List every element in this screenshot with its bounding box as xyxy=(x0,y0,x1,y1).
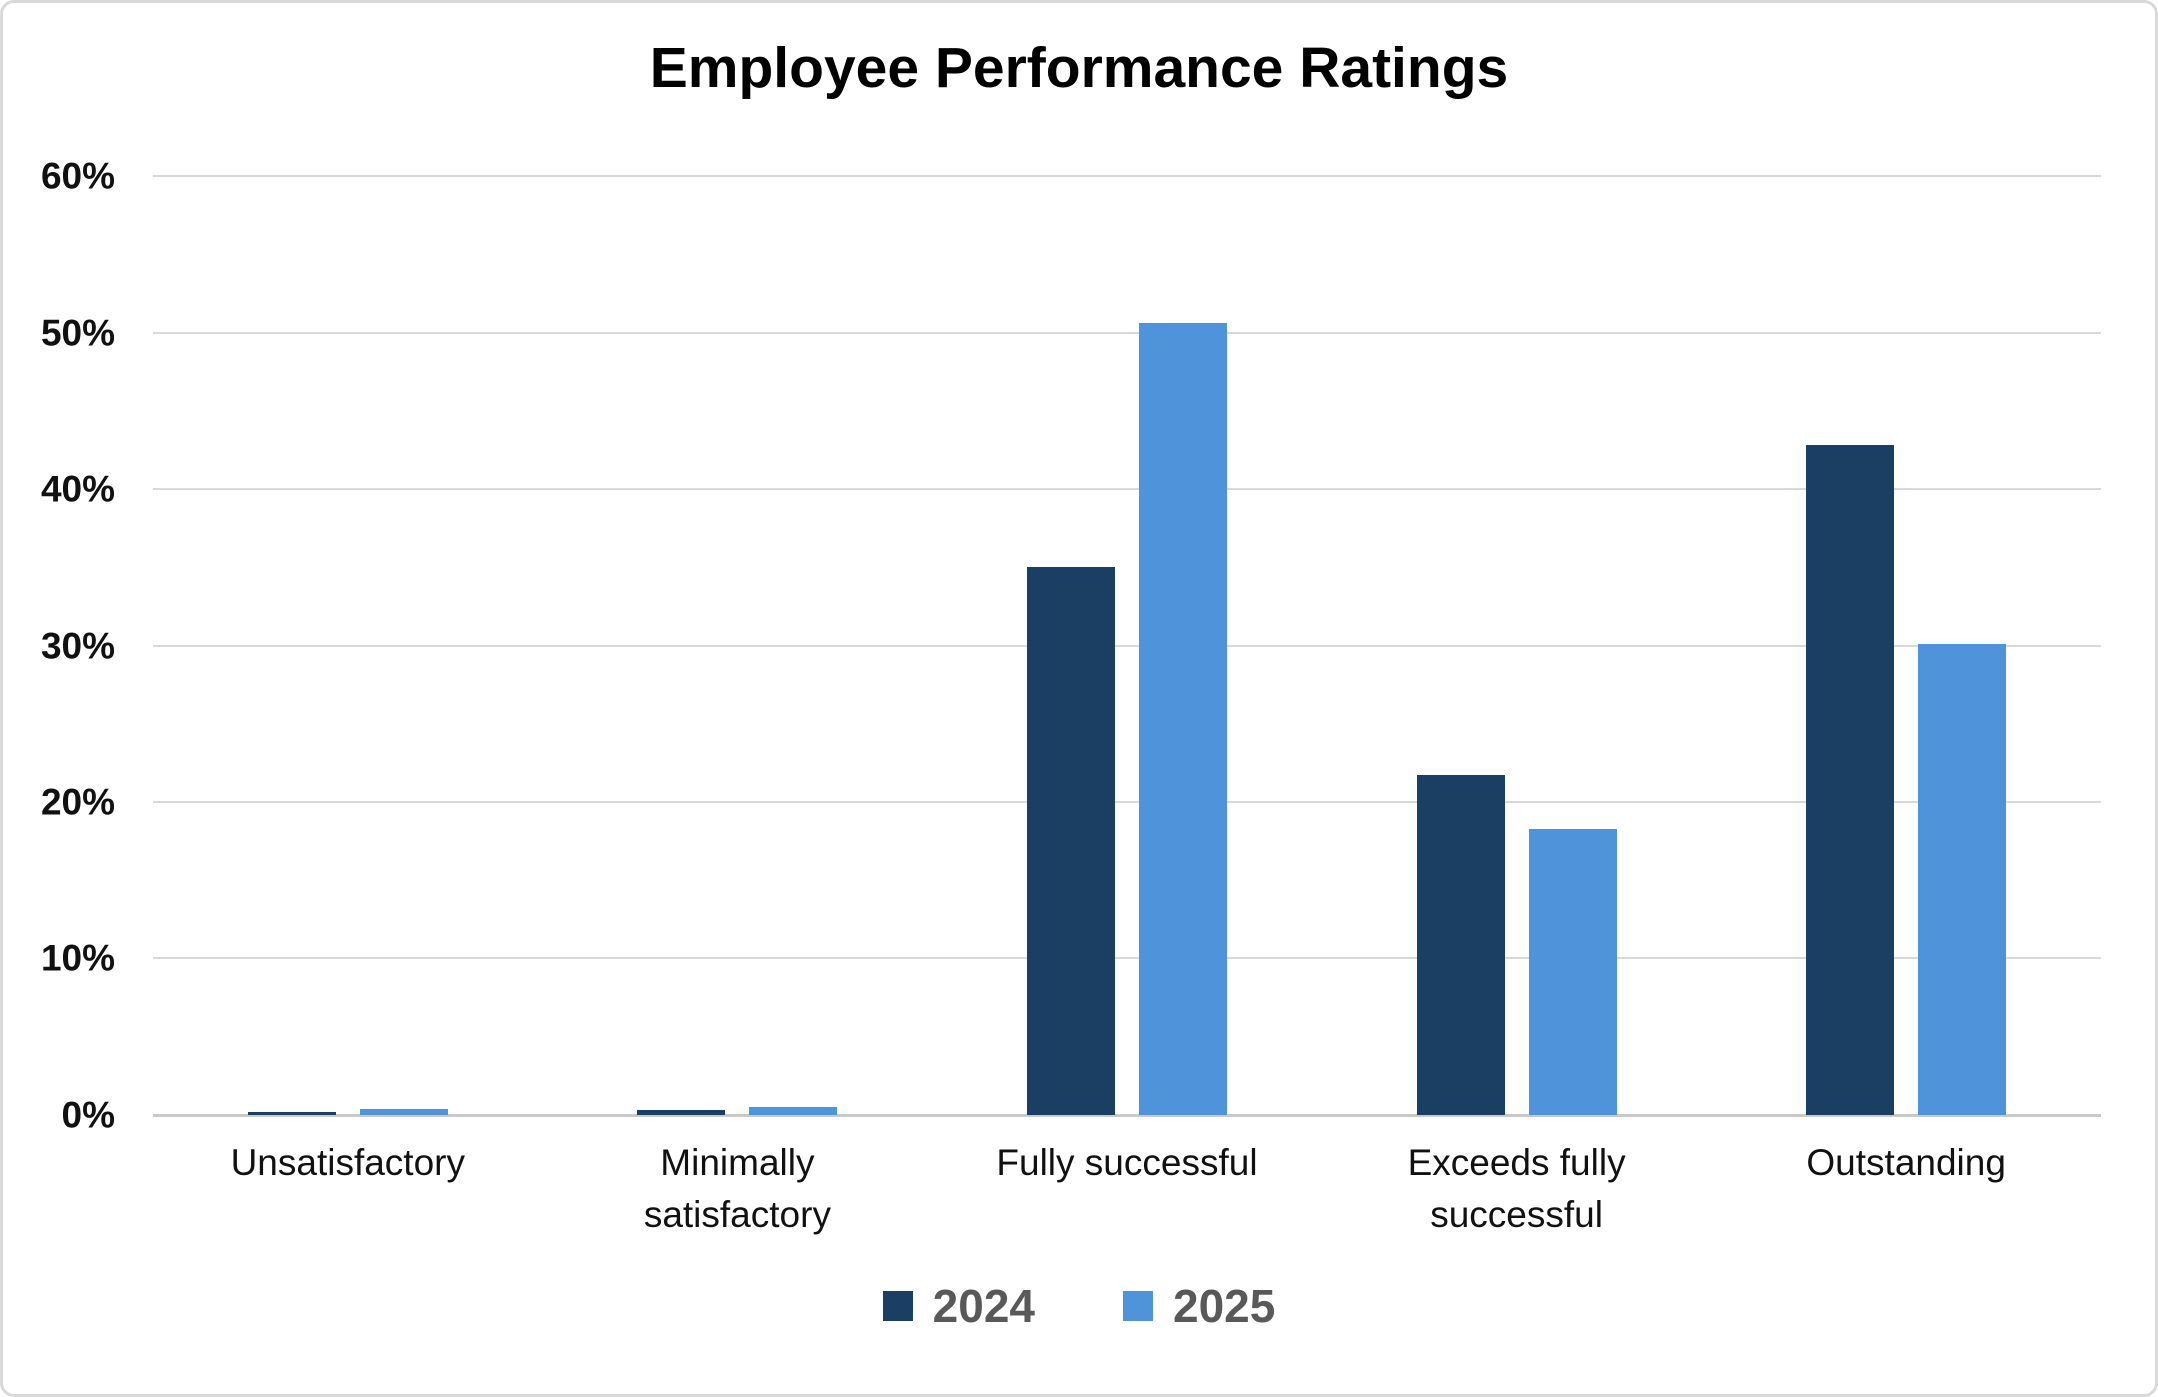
legend-label-2025: 2025 xyxy=(1173,1280,1276,1332)
y-axis-tick: 20% xyxy=(40,781,115,823)
y-axis-tick: 40% xyxy=(40,468,115,510)
chart-title: Employee Performance Ratings xyxy=(649,36,1509,100)
y-axis-tick: 50% xyxy=(40,312,115,353)
bar-series-layer xyxy=(153,176,2101,1115)
gridline-60 xyxy=(153,175,2101,177)
plot-area xyxy=(153,175,2101,1117)
y-axis-tick: 30% xyxy=(40,625,115,666)
legend-swatch-2024 xyxy=(882,1291,913,1321)
bar-2024-fully-successful xyxy=(1026,567,1115,1115)
gridline-40 xyxy=(153,487,2101,490)
bar-group-outstanding xyxy=(1711,176,2101,1115)
x-axis-line xyxy=(153,1114,2101,1117)
bar-2024-exceeds-fully-successful xyxy=(1416,775,1505,1115)
gridline-30 xyxy=(153,644,2101,647)
bar-2025-outstanding xyxy=(1918,643,2007,1115)
legend-item-2024: 2024 xyxy=(882,1280,1035,1332)
bar-group-exceeds-fully-successful xyxy=(1322,176,1712,1115)
y-axis-tick: 60% xyxy=(40,155,115,197)
x-axis-label-unsatisfactory: Unsatisfactory xyxy=(230,1142,465,1183)
y-axis-tick: 10% xyxy=(40,937,115,979)
legend-item-2025: 2025 xyxy=(1123,1283,1275,1329)
bar-2025-minimally-satisfactory xyxy=(749,1107,838,1115)
gridline-10 xyxy=(153,957,2101,960)
legend-swatch-2025 xyxy=(1123,1291,1153,1321)
bar-group-unsatisfactory xyxy=(153,176,543,1115)
bar-group-fully-successful xyxy=(932,176,1322,1115)
bar-2025-fully-successful xyxy=(1138,323,1227,1115)
gridline-20 xyxy=(153,801,2101,803)
bar-2024-outstanding xyxy=(1806,445,1895,1115)
bar-2024-unsatisfactory xyxy=(247,1111,336,1115)
x-axis-label-outstanding: Outstanding xyxy=(1806,1142,2006,1183)
x-axis-label-fully-successful: Fully successful xyxy=(996,1142,1258,1183)
bar-group-minimally-satisfactory xyxy=(543,176,933,1115)
x-axis-label-minimally-satisfactory: Minimally satisfactory xyxy=(643,1142,831,1235)
legend: 2024 2025 xyxy=(3,1283,2155,1329)
gridline-50 xyxy=(153,331,2101,334)
x-axis: Unsatisfactory Minimally satisfactory Fu… xyxy=(153,1137,2101,1241)
legend-label-2024: 2024 xyxy=(932,1280,1035,1332)
bar-2025-exceeds-fully-successful xyxy=(1528,828,1617,1115)
y-axis: 60% 50% 40% 30% 20% 10% 0% xyxy=(3,158,115,1134)
y-axis-tick: 0% xyxy=(61,1094,115,1136)
x-axis-label-exceeds-fully-successful: Exceeds fully successful xyxy=(1407,1142,1626,1235)
bar-2025-unsatisfactory xyxy=(359,1108,448,1115)
bar-2024-minimally-satisfactory xyxy=(637,1110,726,1115)
